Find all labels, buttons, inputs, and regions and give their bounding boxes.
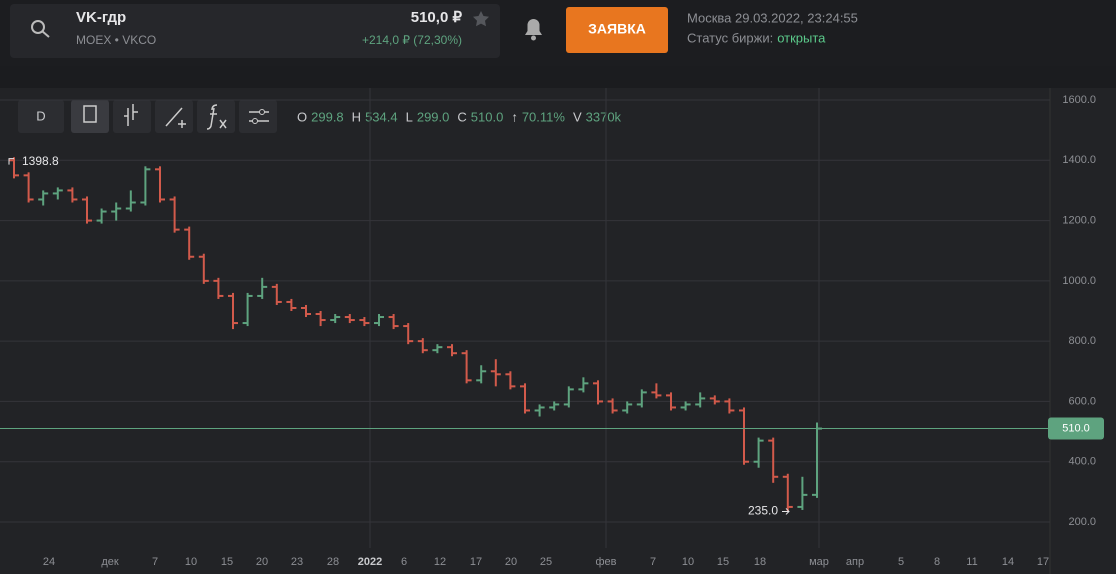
x-tick-label: 14 [1002, 556, 1014, 568]
price: 510,0 ₽ [411, 9, 463, 26]
x-tick-label: 24 [43, 556, 55, 568]
x-tick-label: 10 [185, 556, 197, 568]
tool-icon [206, 104, 227, 130]
low-marker [782, 508, 790, 515]
x-tick-label: апр [846, 556, 864, 568]
tool-icon [259, 109, 265, 115]
x-tick-label: 20 [256, 556, 268, 568]
ohlc-value: 299.0 [417, 109, 450, 124]
last-price-tag [1048, 417, 1104, 440]
interval-button[interactable] [18, 100, 64, 133]
x-tick-label: 10 [682, 556, 694, 568]
x-tick-label: фев [595, 556, 616, 568]
y-tick-label: 400.0 [1068, 456, 1096, 468]
tool-button[interactable] [197, 100, 235, 133]
x-tick-label: 5 [898, 556, 904, 568]
order-button[interactable] [566, 7, 668, 53]
ticker: VK-гдр [76, 9, 126, 26]
y-tick-label: 1200.0 [1062, 214, 1096, 226]
ohlc-key: L [406, 109, 413, 124]
y-tick-label: 600.0 [1068, 395, 1096, 407]
y-tick-label: 1400.0 [1062, 154, 1096, 166]
x-tick-label: 20 [505, 556, 517, 568]
x-tick-label: 8 [934, 556, 940, 568]
x-tick-label: 6 [401, 556, 407, 568]
y-tick-label: 1000.0 [1062, 275, 1096, 287]
last-price-label: 510.0 [1062, 422, 1090, 434]
high-marker [8, 158, 14, 165]
x-tick-label: 25 [540, 556, 552, 568]
x-tick-label: 7 [152, 556, 158, 568]
favorite-star[interactable] [473, 11, 489, 27]
y-tick-label: 800.0 [1068, 335, 1096, 347]
tool-button[interactable] [239, 100, 277, 133]
x-tick-label: 23 [291, 556, 303, 568]
tool-button[interactable] [71, 100, 109, 133]
tool-icon [83, 105, 97, 123]
x-tick-label: 11 [966, 556, 977, 568]
ohlc-key: V [573, 109, 582, 124]
change: +214,0 ₽ (72,30%) [362, 33, 462, 47]
x-tick-label: 18 [754, 556, 766, 568]
y-tick-label: 200.0 [1068, 516, 1096, 528]
x-tick-label: мар [809, 556, 829, 568]
x-tick-label: 17 [1037, 556, 1049, 568]
x-tick-label: 28 [327, 556, 339, 568]
ohlc-key: C [457, 109, 466, 124]
datetime: Москва 29.03.2022, 23:24:55 [687, 10, 858, 25]
interval[interactable]: D [36, 108, 45, 123]
alert-bell[interactable] [525, 19, 542, 41]
tool-icon [165, 107, 186, 128]
x-tick-label: 7 [650, 556, 656, 568]
x-tick-label: 12 [434, 556, 446, 568]
ohlc-legend: O 299.8 H 534.4 L 299.0 C 510.0 ↑ 70.11% V 3370k [297, 109, 622, 124]
ohlc-value: 70.11% [522, 109, 566, 124]
x-tick-label: 2022 [358, 556, 382, 568]
order-button-label[interactable]: ЗАЯВКА [588, 21, 646, 37]
x-tick-label: 15 [221, 556, 233, 568]
y-tick-label: 1600.0 [1062, 94, 1096, 106]
ohlc-key: O [297, 109, 307, 124]
tool-icon [124, 104, 138, 126]
status-label: Статус биржи: [687, 30, 773, 45]
x-tick-label: 15 [717, 556, 729, 568]
chart-panel [0, 88, 1116, 574]
x-tick-label: 17 [470, 556, 482, 568]
status-value: открыта [777, 30, 826, 45]
ohlc-value: 3370k [586, 109, 622, 124]
ohlc-key: ↑ [511, 109, 518, 124]
quote-box [10, 4, 500, 58]
exchange: MOEX • VKCO [76, 33, 156, 47]
ohlc-key: H [352, 109, 361, 124]
tool-button[interactable] [113, 100, 151, 133]
x-tick-label: дек [101, 556, 119, 568]
ohlc-value: 299.8 [311, 109, 344, 124]
low-annotation: 235.0 [748, 504, 778, 518]
tool-icon [252, 118, 258, 124]
search-icon[interactable] [31, 20, 50, 38]
ohlc-value: 510.0 [471, 109, 504, 124]
high-annotation: 1398.8 [22, 154, 59, 168]
ohlc-value: 534.4 [365, 109, 398, 124]
